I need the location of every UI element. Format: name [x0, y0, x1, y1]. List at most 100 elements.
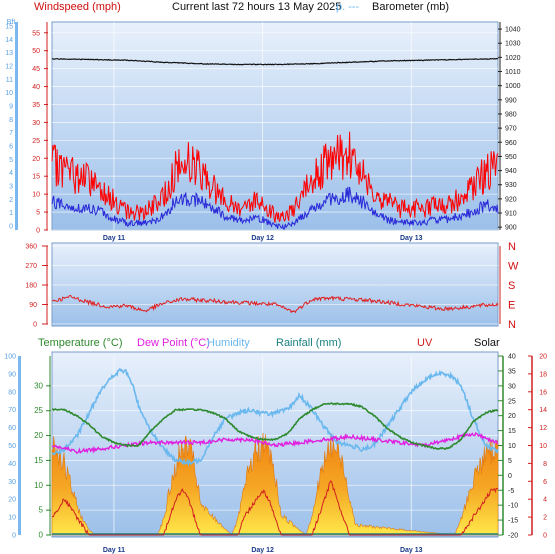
right-temperature-tick-label: 30: [508, 383, 516, 390]
right-temperature-tick-label: -20: [508, 533, 518, 540]
temp-humidity-series: [51, 367, 499, 536]
left-tick-label: 50: [32, 48, 40, 55]
right-tick-label: 910: [505, 211, 517, 218]
wind-pressure-plot-area: [51, 21, 499, 231]
uv-tick-label: 18: [539, 371, 547, 378]
uv-tick-label: 16: [539, 389, 547, 396]
right-temperature-tick-label: 15: [508, 428, 516, 435]
compass-label: S: [508, 280, 515, 292]
legend-solar: Solar: [474, 337, 500, 349]
compass-label: N: [508, 241, 516, 253]
temperature-series-line: [51, 402, 499, 451]
humidity-tick-label: 30: [8, 479, 16, 486]
gust-series-line: [51, 131, 499, 223]
legend-dewpoint: Dew Point (°C): [137, 337, 210, 349]
left-tick-label: 25: [32, 138, 40, 145]
beaufort-tick-label: 5: [9, 157, 13, 164]
day-label: Day 11: [103, 235, 125, 242]
left-tick-label: 0: [36, 228, 40, 235]
left-tick-label: 5: [36, 210, 40, 217]
uv-series-line: [51, 480, 499, 536]
right-tick-label: 970: [505, 126, 517, 133]
right-temperature-tick-label: 35: [508, 368, 516, 375]
wind-direction-grid: [52, 245, 498, 325]
right-tick-label: 980: [505, 111, 517, 118]
left-temperature-tick-label: 0: [39, 531, 44, 540]
right-tick-label: 1000: [505, 83, 521, 90]
beaufort-tick-label: 10: [5, 90, 13, 97]
uv-tick-label: 12: [539, 425, 547, 432]
right-tick-label: 1010: [505, 69, 521, 76]
day-label: Day 13: [400, 547, 423, 554]
day-label: Day 12: [251, 235, 274, 242]
wind-direction-series: [51, 294, 499, 314]
chart-title: Current last 72 hours 13 May 2025: [172, 1, 341, 13]
right-tick-label: 960: [505, 140, 517, 147]
humidity-tick-label: 90: [8, 371, 16, 378]
day-label: Day 12: [251, 547, 274, 554]
humidity-tick-label: 0: [12, 533, 16, 540]
beaufort-tick-label: 3: [9, 184, 13, 191]
humidity-tick-label: 20: [8, 497, 16, 504]
beaufort-tick-label: 4: [9, 170, 13, 177]
humidity-tick-label: 70: [8, 407, 16, 414]
beaufort-tick-label: 15: [5, 24, 13, 31]
uv-tick-label: 6: [543, 479, 547, 486]
right-tick-label: 1020: [505, 55, 521, 62]
humidity-tick-label: 100: [4, 354, 16, 361]
windspeed-axis-title: Windspeed (mph): [34, 1, 121, 13]
left-temperature-tick-label: 20: [34, 431, 43, 440]
beaufort-tick-label: 0: [9, 224, 13, 231]
right-tick-label: 900: [505, 225, 517, 232]
left-tick-label: 15: [32, 174, 40, 181]
left-tick-label: 45: [32, 66, 40, 73]
right-tick-label: 920: [505, 196, 517, 203]
beaufort-tick-label: 12: [5, 64, 13, 71]
right-temperature-tick-label: 10: [508, 443, 516, 450]
beaufort-axis-bar: [15, 22, 18, 230]
right-temperature-tick-label: -15: [508, 518, 518, 525]
humidity-axis-bar: [18, 356, 21, 535]
legend-temperature: Temperature (°C): [38, 337, 122, 349]
direction-tick-label: 360: [25, 244, 37, 251]
left-temperature-tick-label: 30: [34, 381, 43, 390]
humidity-tick-label: 60: [8, 425, 16, 432]
direction-tick-label: 0: [33, 322, 37, 329]
right-tick-label: 1030: [505, 41, 521, 48]
humidity-series-line: [51, 367, 499, 468]
wind-direction-series-line: [51, 294, 499, 314]
right-tick-label: 940: [505, 168, 517, 175]
right-temperature-tick-label: 40: [508, 354, 516, 361]
beaufort-tick-label: 6: [9, 144, 13, 151]
uv-tick-label: 4: [543, 497, 547, 504]
humidity-tick-label: 50: [8, 443, 16, 450]
left-tick-label: 30: [32, 120, 40, 127]
day-label: Day 13: [400, 235, 423, 242]
left-temperature-tick-label: 5: [39, 506, 44, 515]
humidity-tick-label: 10: [8, 515, 16, 522]
left-tick-label: 35: [32, 102, 40, 109]
humidity-tick-label: 40: [8, 461, 16, 468]
legend-uv: UV: [417, 337, 433, 349]
uv-tick-label: 20: [539, 354, 547, 361]
beaufort-axis-label: Bft: [7, 19, 16, 26]
beaufort-tick-label: 1: [9, 210, 13, 217]
compass-label: N: [508, 319, 516, 331]
right-temperature-tick-label: -5: [508, 488, 514, 495]
barometer-series-line: [52, 57, 499, 66]
right-temperature-tick-label: 25: [508, 398, 516, 405]
legend-rainfall: Rainfall (mm): [276, 337, 341, 349]
left-temperature-tick-label: 15: [34, 456, 43, 465]
uv-tick-label: 14: [539, 407, 547, 414]
right-tick-label: 1040: [505, 27, 521, 34]
right-tick-label: 950: [505, 154, 517, 161]
avg-wind-series-line: [51, 186, 499, 230]
beaufort-tick-label: 9: [9, 104, 13, 111]
direction-tick-label: 90: [29, 302, 37, 309]
legend-humidity: Humidity: [207, 337, 250, 349]
uv-tick-label: 0: [543, 533, 547, 540]
direction-tick-label: 180: [25, 283, 37, 290]
left-temperature-tick-label: 25: [34, 406, 43, 415]
